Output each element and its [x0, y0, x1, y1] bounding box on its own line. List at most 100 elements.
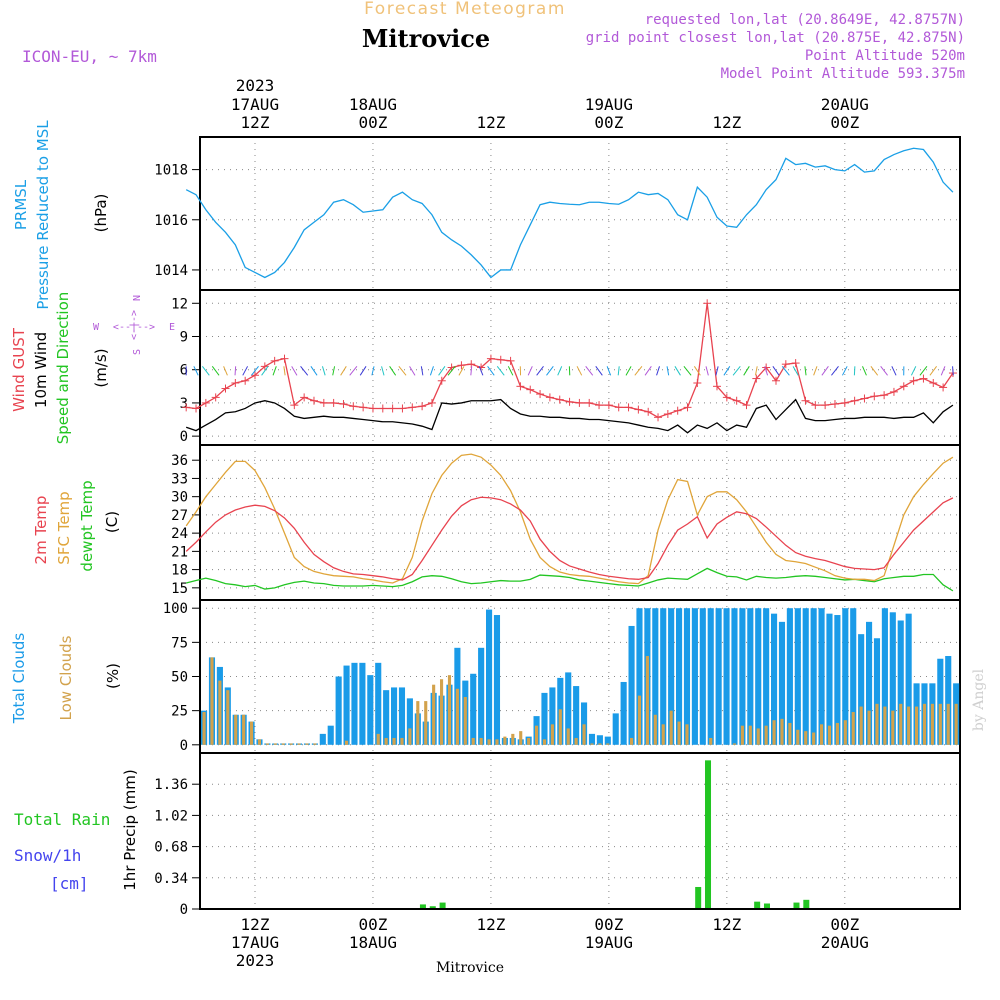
- wind-panel: 0 3 6 9 12: [171, 289, 961, 446]
- total-cloud-bar: [802, 608, 809, 745]
- total-cloud-bar: [668, 608, 675, 745]
- total-cloud-bar: [715, 608, 722, 745]
- wind-arrow: [478, 366, 484, 376]
- wind-10m-line: [185, 398, 954, 434]
- total-cloud-bar: [858, 634, 865, 745]
- wind-arrow: [880, 366, 888, 376]
- ytick-label: 1016: [154, 213, 188, 229]
- credit-watermark: by Angel: [971, 668, 987, 731]
- ytick-label: 24: [171, 526, 188, 542]
- ytick-label: 18: [171, 563, 188, 579]
- compass-n: N: [132, 295, 143, 301]
- total-cloud-bar: [676, 608, 683, 745]
- gust-marker: [221, 384, 230, 393]
- wind-arrow: [910, 366, 917, 376]
- gust-marker: [880, 391, 889, 400]
- t2m-line: [185, 496, 954, 581]
- total-cloud-bar: [778, 621, 786, 745]
- low-cloud-bar: [463, 696, 467, 745]
- wind-arrow: [557, 366, 563, 376]
- low-cloud-bar: [250, 721, 254, 745]
- ytick-label: 25: [171, 704, 188, 720]
- dewpoint-line: [186, 567, 954, 592]
- prmsl-sublabel: Pressure Reduced to MSL: [34, 120, 52, 310]
- gust-marker: [713, 382, 722, 391]
- top-time-label: 00Z: [594, 113, 623, 132]
- gust-marker: [821, 401, 830, 410]
- total-cloud-bar: [652, 608, 659, 745]
- top-date-label: 20AUG: [821, 95, 869, 114]
- low-cloud-bar: [709, 737, 713, 745]
- gust-marker: [614, 403, 623, 412]
- sfc-temp-line: [185, 453, 954, 585]
- total-cloud-bar: [731, 608, 738, 745]
- low-cloud-bar: [289, 743, 293, 745]
- wind-arrow: [606, 366, 612, 376]
- low-cloud-bar: [479, 737, 483, 745]
- wind-arrow: [458, 366, 465, 376]
- gust-marker: [703, 299, 712, 308]
- wind-arrow: [634, 366, 643, 376]
- bottom-date-label: 18AUG: [349, 933, 397, 952]
- wind-arrow: [862, 366, 867, 376]
- low-cloud-bar: [527, 737, 531, 745]
- wind-arrow: [919, 366, 928, 376]
- gust-marker: [300, 393, 309, 402]
- total-cloud-bar: [810, 608, 817, 745]
- total-cloud-bar: [596, 735, 603, 745]
- total-cloud-bar: [375, 662, 382, 745]
- low-cloud-bar: [780, 718, 784, 745]
- low-cloud-bar: [843, 720, 847, 745]
- wind-arrow: [261, 366, 269, 376]
- wind-arrow: [705, 366, 709, 376]
- ytick-label: 0.68: [154, 840, 188, 856]
- dewpt-label: dewpt Temp: [78, 480, 96, 571]
- gust-marker: [398, 404, 407, 413]
- low-cloud-bar: [447, 675, 452, 745]
- bottom-time-label: 00Z: [594, 915, 623, 934]
- wind-arrow: [193, 366, 199, 376]
- low-cloud-bar: [226, 690, 230, 745]
- wind-arrow: [349, 366, 358, 376]
- low-cloud-bar: [606, 743, 610, 745]
- gust-marker: [654, 413, 663, 422]
- wind-arrow: [381, 366, 385, 376]
- prmsl-label: PRMSL: [12, 179, 30, 230]
- ytick-label: 1018: [154, 163, 188, 179]
- low-cloud-bar: [637, 695, 642, 745]
- total-cloud-bar: [319, 733, 326, 745]
- total-cloud-bar: [826, 613, 833, 745]
- top-time-label: 00Z: [830, 113, 859, 132]
- total-cloud-bar: [699, 608, 706, 745]
- gust-marker: [368, 404, 377, 413]
- low-cloud-bar: [511, 733, 515, 745]
- total-cloud-bar: [406, 698, 413, 745]
- wind-arrow: [625, 366, 632, 376]
- low-cloud-bar: [400, 737, 404, 745]
- bottom-date-label: 17AUG: [231, 933, 279, 952]
- wind-arrow: [617, 366, 620, 376]
- low-cloud-bar: [756, 728, 760, 745]
- low-cloud-bar: [922, 703, 927, 745]
- svg-text:<--|-->: <--|-->: [113, 322, 155, 333]
- low-cloud-bar: [305, 743, 309, 745]
- svg-text:<-|->: <-|->: [129, 310, 140, 340]
- wind-arrow: [576, 366, 583, 376]
- low-cloud-bar: [257, 739, 262, 745]
- gust-marker: [339, 400, 348, 409]
- ytick-label: 0: [180, 902, 188, 918]
- wind-arrow: [772, 366, 780, 376]
- wind-arrow: [507, 366, 514, 376]
- ytick-label: 75: [171, 635, 188, 651]
- ytick-label: 0: [180, 738, 188, 754]
- wind-arrow: [438, 366, 446, 376]
- total-cloud-bar: [343, 665, 350, 745]
- wind-arrow: [332, 366, 336, 376]
- ytick-label: 50: [171, 670, 188, 686]
- ytick-label: 33: [171, 471, 188, 487]
- gust-marker: [231, 379, 240, 387]
- ytick-label: 100: [163, 601, 188, 617]
- total-cloud-bar: [367, 675, 374, 745]
- total-cloud-bar: [937, 658, 944, 745]
- gust-marker: [309, 396, 318, 405]
